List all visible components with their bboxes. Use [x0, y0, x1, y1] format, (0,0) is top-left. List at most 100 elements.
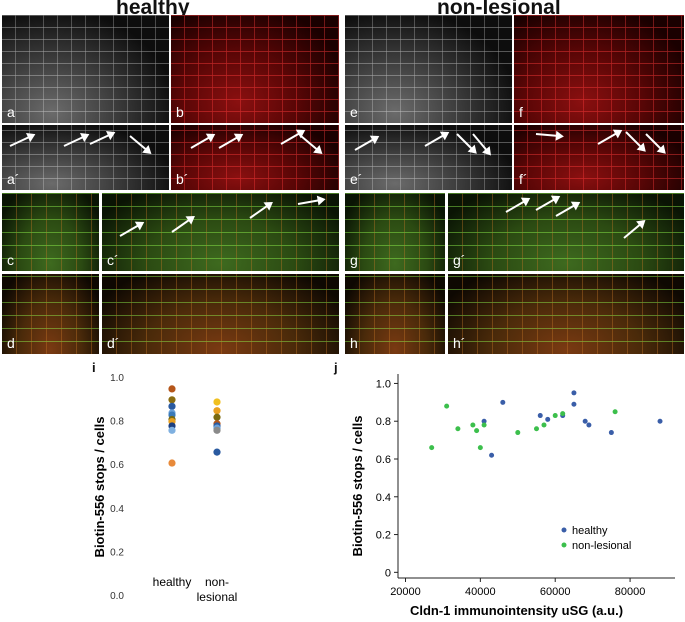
micrograph-panel-b: b [171, 15, 339, 123]
panel-label-e-prime: e´ [350, 171, 363, 187]
chart-j-panel-label: j [334, 360, 338, 375]
micrograph-panel-e-prime: e´ [345, 125, 512, 190]
chart-j-point [481, 418, 487, 424]
panel-label-f: f [519, 104, 523, 120]
chart-i-yaxis: Biotin-556 stops / cells 0.0 0.2 0.4 0.6 0.8 1… [92, 373, 124, 602]
chart-i-point [213, 448, 221, 456]
micrograph-panel-e: e [345, 15, 512, 123]
chart-i-points [168, 385, 221, 467]
chart-j-point [429, 445, 435, 451]
chart-j-legend-label: non-lesional [572, 540, 631, 552]
micrograph-panel-h: h [345, 274, 445, 354]
chart-j-point [534, 426, 539, 432]
chart-j-ytick-label: 0.2 [376, 530, 391, 542]
panel-label-a-prime: a´ [7, 171, 20, 187]
panel-label-f-prime: f´ [519, 171, 528, 187]
chart-j-ytick-label: 0.4 [376, 492, 391, 504]
chart-j-point [571, 401, 577, 407]
panel-label-b: b [176, 104, 184, 120]
panel-label-h-prime: h´ [453, 335, 466, 351]
chart-i-ylabel: Biotin-556 stops / cells [92, 417, 107, 558]
chart-j-point [560, 411, 566, 417]
chart-j-point [571, 390, 577, 396]
panel-label-h: h [350, 335, 358, 351]
chart-j-point [444, 403, 450, 409]
chart-i-ytick-label: 0.2 [110, 547, 124, 558]
panel-label-d-prime: d´ [107, 335, 120, 351]
header-healthy: healthy [116, 0, 190, 19]
header-non-lesional: non-lesional [437, 0, 561, 19]
chart-j-point [582, 418, 588, 424]
micrograph-panel-d-prime: d´ [102, 274, 339, 354]
chart-j-point [470, 422, 476, 428]
chart-j-ytick-label: 0.6 [376, 454, 391, 466]
panel-label-g: g [350, 252, 358, 268]
chart-j-legend-marker [561, 527, 567, 533]
panel-label-a: a [7, 104, 15, 120]
chart-j-xtick-label: 40000 [465, 586, 496, 598]
micrograph-panel-b-prime: b´ [171, 125, 339, 190]
chart-i-category-label: healthy [153, 575, 192, 589]
chart-i-point [168, 459, 176, 467]
chart-i: Biotin-556 stops / cells 0.0 0.2 0.4 0.6 0.8 1… [92, 373, 238, 604]
micrograph-panel-c: c [2, 193, 99, 271]
chart-j-point [537, 413, 543, 419]
chart-i-ytick-label: 0.6 [110, 460, 124, 471]
chart-i-point [213, 407, 221, 415]
chart-j-axes: 0 0.2 0.4 0.6 0.8 1.0 20000 40000 60000 80000 Biot… [350, 374, 675, 618]
chart-i-xlabels: healthy non-lesional [153, 575, 238, 604]
micrograph-panel-f: f [514, 15, 684, 123]
chart-j-point [474, 428, 480, 434]
micrograph-panel-g: g [345, 193, 445, 271]
chart-j-point [552, 413, 558, 419]
chart-i-panel-label: i [92, 360, 96, 375]
panel-label-c-prime: c´ [107, 252, 119, 268]
chart-j-ytick-label: 0 [385, 567, 391, 579]
panel-label-e: e [350, 104, 358, 120]
chart-i-point [168, 396, 176, 404]
chart-i-ytick-label: 0.4 [110, 504, 124, 515]
chart-j-point [608, 430, 614, 436]
chart-j-point [586, 422, 592, 428]
chart-i-ytick-label: 0.8 [110, 417, 124, 428]
micrograph-panel-g-prime: g´ [448, 193, 684, 271]
chart-j-point [489, 452, 495, 458]
chart-j-xtick-label: 20000 [390, 586, 421, 598]
micrograph-panel-a: a [2, 15, 169, 123]
chart-i-category-label: non- [205, 575, 229, 589]
micrograph-panel-c-prime: c´ [102, 193, 339, 271]
chart-j-point [500, 399, 506, 405]
chart-j-point [481, 422, 487, 428]
micrograph-panel-f-prime: f´ [514, 125, 684, 190]
chart-j-point [541, 422, 547, 428]
chart-j: 0 0.2 0.4 0.6 0.8 1.0 20000 40000 60000 80000 Biot… [350, 374, 675, 618]
chart-i-point [213, 426, 221, 434]
chart-i-point [168, 426, 176, 434]
panel-label-d: d [7, 335, 15, 351]
chart-j-point [455, 426, 461, 432]
panel-label-b-prime: b´ [176, 171, 189, 187]
chart-j-ytick-label: 1.0 [376, 378, 391, 390]
chart-j-xlabel: Cldn-1 immunointensity uSG (a.u.) [410, 603, 623, 618]
chart-j-point [545, 416, 551, 422]
chart-j-points [429, 390, 663, 458]
chart-j-point [612, 409, 618, 415]
chart-j-point [477, 445, 483, 451]
panel-label-g-prime: g´ [453, 252, 466, 268]
chart-i-point [168, 385, 176, 393]
chart-j-xtick-label: 80000 [615, 586, 646, 598]
chart-i-ytick-label: 0.0 [110, 591, 124, 602]
micrograph-panel-d: d [2, 274, 99, 354]
chart-i-ytick-label: 1.0 [110, 373, 124, 384]
chart-j-point [657, 418, 663, 424]
chart-i-point [213, 398, 221, 406]
chart-i-category-label: lesional [197, 590, 238, 604]
micrograph-panel-a-prime: a´ [2, 125, 169, 190]
chart-j-legend: healthy non-lesional [561, 525, 631, 552]
chart-i-point [213, 413, 221, 421]
micrograph-panel-h-prime: h´ [448, 274, 684, 354]
panel-label-c: c [7, 252, 14, 268]
chart-j-ylabel: Biotin-556 stops / cells [350, 416, 365, 557]
chart-i-point [168, 402, 176, 410]
chart-j-xtick-label: 60000 [540, 586, 571, 598]
